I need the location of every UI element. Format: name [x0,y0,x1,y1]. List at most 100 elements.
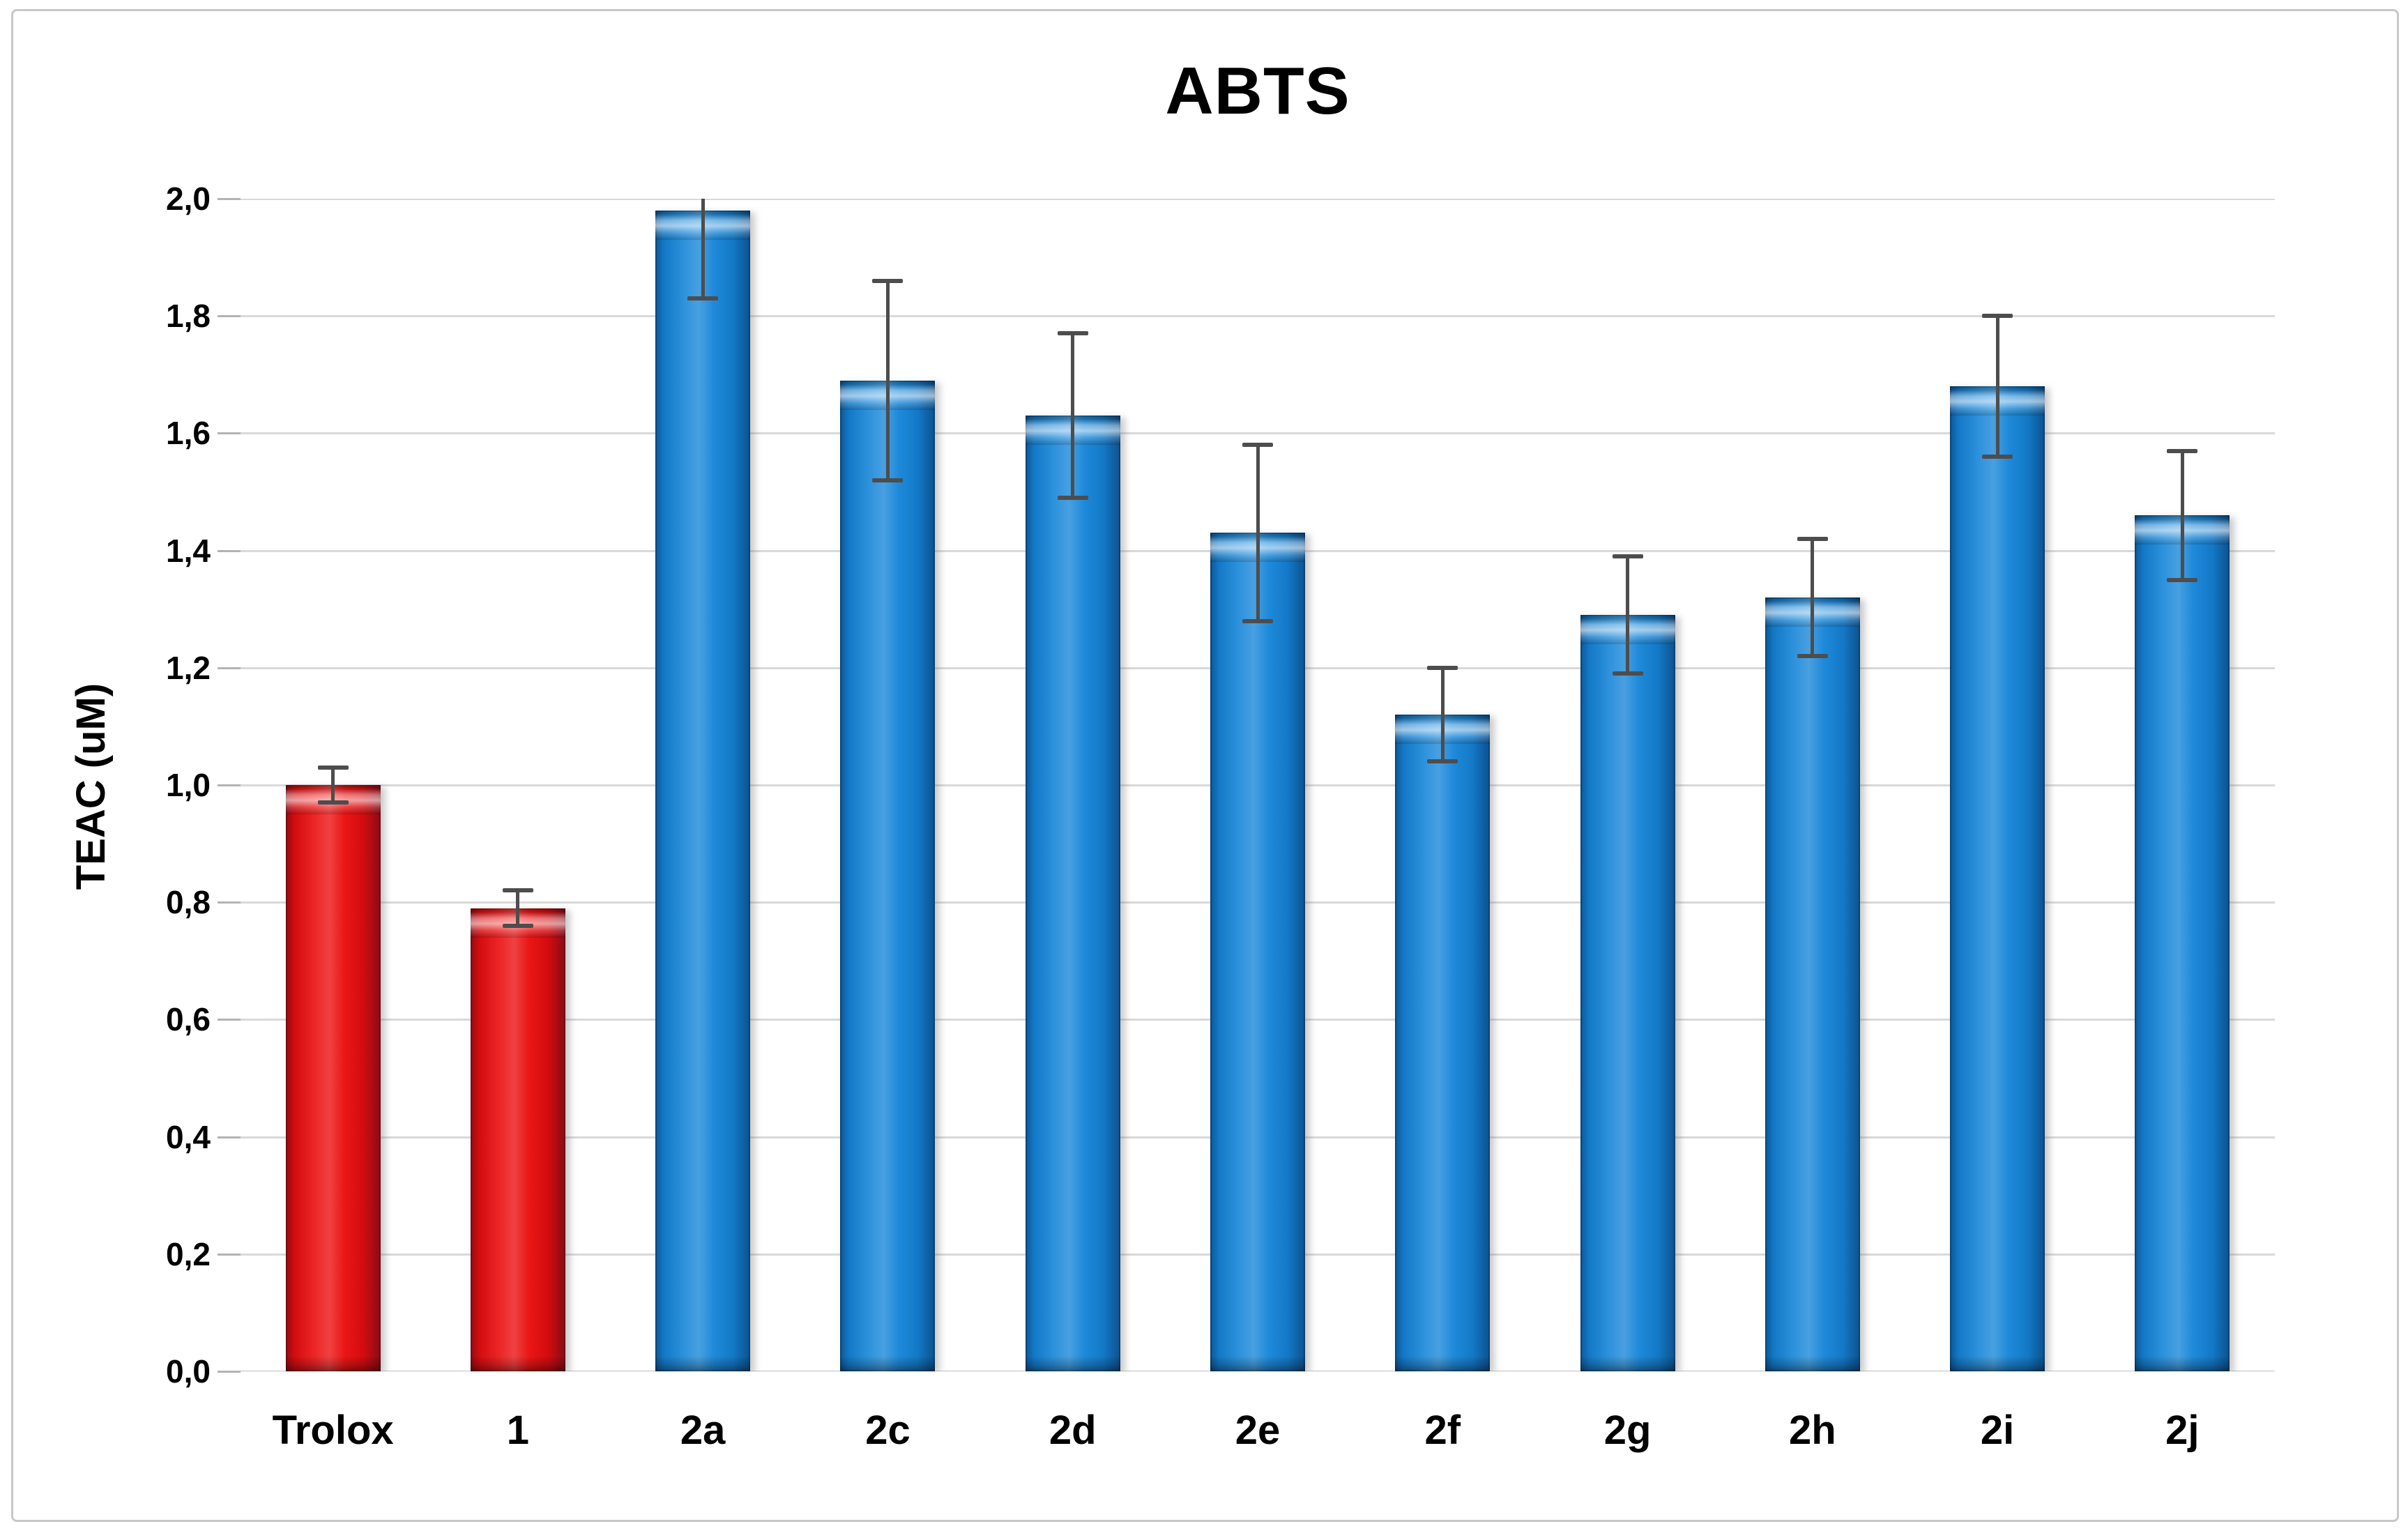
x-tick-label-2i: 2i [1980,1408,2015,1453]
bar-2e [1210,533,1305,1371]
y-axis-tick [218,1019,241,1021]
error-bar-line [1256,445,1260,621]
error-bar-cap-top [2167,448,2198,453]
error-bar-line [1440,667,1445,762]
y-axis-tick [218,901,241,904]
bar-2h [1765,597,1860,1371]
bar-bevel-bottom [655,1355,751,1371]
bar-1 [470,908,565,1371]
error-bar-line [516,890,520,926]
bar-bevel-bottom [1765,1355,1860,1371]
bar-bevel-bottom [1950,1355,2045,1371]
y-axis-tick [218,432,241,435]
error-bar-cap-bottom [1982,455,2013,459]
y-axis-tick [218,1371,241,1373]
bar-shade [1395,715,1491,1371]
y-tick-label: 0,4 [166,1118,211,1155]
bar-bevel-bottom [1210,1355,1305,1371]
bar-2a [655,210,751,1371]
y-tick-label: 0,6 [166,1001,211,1038]
bar-bevel-bottom [285,1356,381,1371]
bar-bevel-bottom [2135,1355,2230,1371]
x-tick-label-2a: 2a [680,1408,726,1453]
bar-2i [1950,386,2045,1371]
error-bar-line [1626,556,1630,674]
y-tick-label: 1,6 [166,415,211,452]
error-bar-cap-bottom [1427,759,1458,764]
bar-bevel-bottom [1395,1355,1491,1371]
bar-Trolox [285,785,381,1371]
x-tick-label-2d: 2d [1049,1408,1097,1453]
error-bar-cap-bottom [502,923,533,928]
error-bar-cap-top [1242,443,1273,448]
chart-title: ABTS [1165,54,1350,128]
gridline [241,199,2275,200]
bar-shade [1950,386,2045,1371]
error-bar-cap-top [1427,665,1458,670]
error-bar-line [701,199,705,298]
bar-2j [2135,515,2230,1371]
bar-shade [1580,615,1675,1371]
y-tick-label: 1,4 [166,532,211,569]
x-tick-label-2c: 2c [865,1408,910,1453]
bar-bevel-bottom [1025,1355,1120,1371]
error-bar-cap-bottom [1242,618,1273,623]
x-tick-label-2g: 2g [1603,1408,1652,1453]
y-axis-tick [218,784,241,786]
error-bar-line [1811,538,1815,656]
error-bar-cap-top [317,765,349,770]
y-axis-tick [218,667,241,669]
error-bar-line [2180,450,2184,580]
y-tick-label: 2,0 [166,181,211,217]
y-axis-tick [218,1253,241,1256]
error-bar-cap-top [1982,314,2013,319]
error-bar-cap-bottom [1797,653,1828,658]
y-axis-tick [218,549,241,552]
bar-bevel-bottom [470,1355,565,1371]
gridline [241,432,2275,435]
y-axis-tick [218,198,241,200]
x-tick-label-Trolox: Trolox [272,1408,394,1453]
error-bar-line [885,280,890,480]
error-bar-line [331,767,335,803]
bar-2d [1025,416,1120,1371]
y-tick-label: 0,0 [166,1353,211,1389]
x-tick-label-1: 1 [506,1408,530,1453]
y-axis-tick [218,315,241,318]
y-tick-label: 1,8 [166,298,211,335]
x-tick-label-2h: 2h [1788,1408,1836,1453]
x-tick-label-2f: 2f [1424,1408,1461,1453]
bar-shade [1210,533,1305,1371]
bar-shade [1765,597,1860,1371]
error-bar-cap-bottom [1057,495,1088,500]
error-bar-cap-bottom [2167,577,2198,582]
y-axis-tick [218,1136,241,1138]
y-tick-label: 1,0 [166,767,211,803]
bar-bevel-bottom [840,1355,936,1371]
error-bar-cap-top [502,888,533,893]
bar-shade [470,908,565,1371]
y-tick-label: 0,2 [166,1235,211,1272]
bar-shade [840,380,936,1371]
gridline [241,315,2275,318]
error-bar-cap-top [1057,331,1088,336]
bar-shade [1025,416,1120,1371]
plot-area [241,199,2275,1371]
error-bar-line [1995,316,1999,457]
error-bar-cap-top [1797,536,1828,541]
x-tick-label-2j: 2j [2165,1408,2200,1453]
error-bar-cap-bottom [872,478,904,482]
error-bar-line [1071,333,1075,498]
bar-2g [1580,615,1675,1371]
bar-2c [840,380,936,1371]
error-bar-cap-top [872,278,904,283]
error-bar-cap-top [1612,554,1643,558]
bar-2f [1395,715,1491,1371]
bar-shade [655,210,751,1371]
bar-bevel-bottom [1580,1355,1675,1371]
bar-shade [285,785,381,1371]
x-tick-label-2e: 2e [1235,1408,1281,1453]
error-bar-cap-bottom [1612,671,1643,676]
error-bar-cap-bottom [687,296,719,300]
